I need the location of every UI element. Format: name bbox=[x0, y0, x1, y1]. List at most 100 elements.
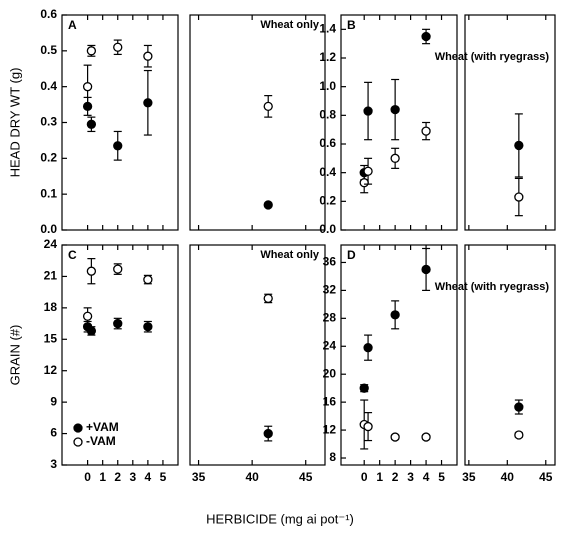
x-tick-label: 0 bbox=[361, 470, 368, 484]
y-tick-label: 0.6 bbox=[319, 136, 336, 150]
point bbox=[363, 166, 373, 176]
panel-box bbox=[189, 244, 326, 466]
panel-box bbox=[61, 244, 179, 466]
y-tick-label: 0.2 bbox=[40, 151, 57, 165]
point bbox=[86, 119, 97, 129]
y-axis-label: GRAIN (#) bbox=[7, 325, 22, 386]
panel-box bbox=[340, 244, 458, 466]
x-tick-label: 3 bbox=[407, 470, 414, 484]
y-tick-label: 9 bbox=[50, 394, 57, 408]
y-tick-label: 28 bbox=[323, 311, 337, 325]
point bbox=[113, 42, 123, 52]
point bbox=[421, 126, 431, 136]
x-tick-label: 35 bbox=[192, 470, 206, 484]
point bbox=[514, 402, 524, 412]
point bbox=[390, 310, 400, 320]
y-tick-label: 12 bbox=[44, 363, 58, 377]
point bbox=[143, 98, 153, 108]
point bbox=[263, 200, 273, 210]
panel-label: D bbox=[347, 248, 356, 262]
point bbox=[113, 264, 123, 274]
point bbox=[86, 326, 97, 336]
point bbox=[143, 322, 153, 332]
legend-label: -VAM bbox=[86, 434, 116, 448]
point bbox=[390, 104, 400, 115]
point bbox=[514, 430, 524, 440]
x-tick-label: 40 bbox=[501, 470, 515, 484]
y-tick-label: 0.4 bbox=[40, 79, 57, 93]
y-tick-label: 0.4 bbox=[319, 165, 336, 179]
point bbox=[514, 140, 524, 151]
y-tick-label: 0.6 bbox=[40, 7, 57, 21]
point bbox=[421, 432, 431, 442]
x-tick-label: 1 bbox=[99, 470, 106, 484]
x-axis-label: HERBICIDE (mg ai pot⁻¹) bbox=[206, 511, 354, 526]
point bbox=[113, 318, 123, 329]
x-tick-label: 0 bbox=[84, 470, 91, 484]
y-tick-label: 6 bbox=[50, 426, 57, 440]
point bbox=[363, 421, 373, 432]
x-tick-label: 2 bbox=[114, 470, 121, 484]
panel-label: C bbox=[68, 248, 77, 262]
x-tick-label: 3 bbox=[129, 470, 136, 484]
x-tick-label: 5 bbox=[160, 470, 167, 484]
y-tick-label: 1.4 bbox=[319, 22, 336, 36]
y-tick-label: 0.0 bbox=[40, 222, 57, 236]
y-tick-label: 16 bbox=[323, 394, 337, 408]
x-tick-label: 4 bbox=[145, 470, 152, 484]
y-tick-label: 15 bbox=[44, 331, 58, 345]
point bbox=[363, 343, 373, 353]
y-tick-label: 36 bbox=[323, 255, 337, 269]
y-tick-label: 3 bbox=[50, 457, 57, 471]
point bbox=[82, 82, 93, 92]
point bbox=[363, 106, 373, 116]
x-tick-label: 35 bbox=[462, 470, 476, 484]
y-tick-label: 24 bbox=[323, 338, 337, 352]
point bbox=[514, 192, 524, 202]
panel-box bbox=[189, 14, 326, 231]
y-tick-label: 0.3 bbox=[40, 115, 57, 129]
x-tick-label: 40 bbox=[245, 470, 259, 484]
y-tick-label: 0.0 bbox=[319, 222, 336, 236]
y-tick-label: 18 bbox=[44, 300, 58, 314]
x-tick-label: 2 bbox=[392, 470, 399, 484]
point bbox=[263, 293, 273, 304]
y-tick-label: 12 bbox=[323, 422, 337, 436]
y-tick-label: 0.1 bbox=[40, 186, 57, 200]
point bbox=[390, 432, 400, 442]
y-tick-label: 24 bbox=[44, 237, 58, 251]
point bbox=[263, 101, 273, 112]
legend-label: +VAM bbox=[86, 420, 119, 434]
y-tick-label: 1.0 bbox=[319, 79, 336, 93]
x-tick-label: 1 bbox=[376, 470, 383, 484]
y-tick-label: 0.2 bbox=[319, 194, 336, 208]
x-tick-label: 5 bbox=[438, 470, 445, 484]
annotation: Wheat (with ryegrass) bbox=[435, 281, 550, 293]
panel-box bbox=[464, 14, 556, 231]
point bbox=[359, 383, 369, 393]
point bbox=[390, 153, 400, 163]
point bbox=[263, 428, 273, 439]
point bbox=[143, 274, 153, 285]
panel-box bbox=[464, 244, 556, 466]
y-axis-label: HEAD DRY WT (g) bbox=[7, 68, 22, 178]
point bbox=[113, 141, 123, 151]
y-tick-label: 21 bbox=[44, 269, 58, 283]
y-tick-label: 8 bbox=[329, 450, 336, 464]
y-tick-label: 1.2 bbox=[319, 50, 336, 64]
x-tick-label: 4 bbox=[423, 470, 430, 484]
x-tick-label: 45 bbox=[539, 470, 553, 484]
point bbox=[421, 264, 431, 275]
y-tick-label: 32 bbox=[323, 283, 337, 297]
y-tick-label: 0.5 bbox=[40, 43, 57, 57]
point bbox=[143, 51, 153, 61]
annotation: Wheat only bbox=[260, 19, 320, 31]
x-tick-label: 45 bbox=[299, 470, 313, 484]
panel-label: B bbox=[347, 18, 356, 32]
panel-label: A bbox=[68, 18, 77, 32]
point bbox=[359, 178, 369, 188]
panel-box bbox=[340, 14, 458, 231]
point bbox=[421, 31, 431, 42]
legend-marker bbox=[73, 423, 83, 433]
